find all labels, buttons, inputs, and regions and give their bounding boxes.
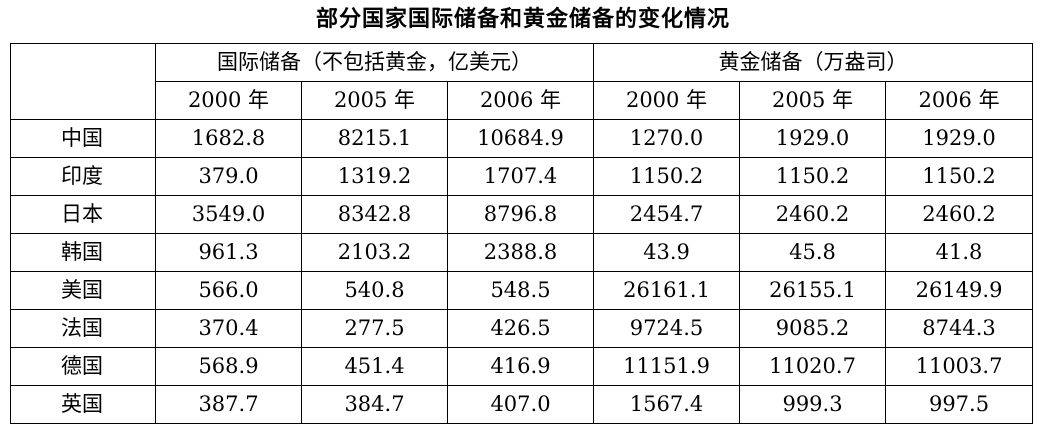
corner-cell	[10, 43, 156, 120]
value-cell: 1319.2	[301, 157, 448, 196]
value-cell: 1150.2	[739, 157, 887, 196]
table-row: 法国 370.4 277.5 426.5 9724.5 9085.2 8744.3	[10, 309, 1034, 348]
value-cell: 8215.1	[301, 119, 448, 158]
value-cell: 2460.2	[739, 195, 887, 234]
year-header: 2005 年	[739, 81, 887, 120]
value-cell: 1682.8	[155, 119, 302, 158]
value-cell: 9724.5	[593, 309, 741, 348]
value-cell: 1707.4	[446, 157, 595, 196]
year-header: 2005 年	[301, 81, 448, 120]
value-cell: 999.3	[739, 385, 887, 424]
year-header: 2006 年	[885, 81, 1034, 120]
value-cell: 8744.3	[885, 309, 1034, 348]
table-row: 美国 566.0 540.8 548.5 26161.1 26155.1 26149.9	[10, 271, 1034, 310]
table-row: 英国 387.7 384.7 407.0 1567.4 999.3 997.5	[10, 385, 1034, 424]
value-cell: 548.5	[446, 271, 595, 310]
country-cell: 德国	[10, 347, 156, 386]
country-cell: 美国	[10, 271, 156, 310]
table-row: 德国 568.9 451.4 416.9 11151.9 11020.7 11003.7	[10, 347, 1034, 386]
country-cell: 英国	[10, 385, 156, 424]
group-header-row: 国际储备（不包括黄金，亿美元） 黄金储备（万盎司）	[10, 43, 1034, 120]
value-cell: 961.3	[155, 233, 302, 272]
table-row: 韩国 961.3 2103.2 2388.8 43.9 45.8 41.8	[10, 233, 1034, 272]
value-cell: 1929.0	[885, 119, 1034, 158]
value-cell: 8342.8	[301, 195, 448, 234]
value-cell: 1567.4	[593, 385, 741, 424]
value-cell: 1150.2	[885, 157, 1034, 196]
table-row: 中国 1682.8 8215.1 10684.9 1270.0 1929.0 1929.0	[10, 119, 1034, 158]
value-cell: 11020.7	[739, 347, 887, 386]
country-cell: 法国	[10, 309, 156, 348]
value-cell: 1929.0	[739, 119, 887, 158]
value-cell: 540.8	[301, 271, 448, 310]
value-cell: 387.7	[155, 385, 302, 424]
value-cell: 11151.9	[593, 347, 741, 386]
value-cell: 426.5	[446, 309, 595, 348]
value-cell: 1270.0	[593, 119, 741, 158]
value-cell: 2460.2	[885, 195, 1034, 234]
value-cell: 26149.9	[885, 271, 1034, 310]
country-cell: 日本	[10, 195, 156, 234]
value-cell: 384.7	[301, 385, 448, 424]
value-cell: 568.9	[155, 347, 302, 386]
value-cell: 9085.2	[739, 309, 887, 348]
gold-group-header: 黄金储备（万盎司）	[593, 43, 1034, 82]
value-cell: 1150.2	[593, 157, 741, 196]
value-cell: 3549.0	[155, 195, 302, 234]
value-cell: 45.8	[739, 233, 887, 272]
year-header: 2000 年	[593, 81, 741, 120]
year-header: 2006 年	[446, 81, 595, 120]
table-title: 部分国家国际储备和黄金储备的变化情况	[315, 7, 730, 32]
value-cell: 370.4	[155, 309, 302, 348]
year-header: 2000 年	[155, 81, 302, 120]
value-cell: 26161.1	[593, 271, 741, 310]
value-cell: 277.5	[301, 309, 448, 348]
value-cell: 8796.8	[446, 195, 595, 234]
country-cell: 印度	[10, 157, 156, 196]
reserves-table: 国际储备（不包括黄金，亿美元） 黄金储备（万盎司） 2000 年 2005 年 …	[10, 43, 1034, 424]
value-cell: 43.9	[593, 233, 741, 272]
value-cell: 416.9	[446, 347, 595, 386]
value-cell: 2103.2	[301, 233, 448, 272]
value-cell: 566.0	[155, 271, 302, 310]
value-cell: 11003.7	[885, 347, 1034, 386]
value-cell: 451.4	[301, 347, 448, 386]
value-cell: 26155.1	[739, 271, 887, 310]
value-cell: 407.0	[446, 385, 595, 424]
value-cell: 997.5	[885, 385, 1034, 424]
value-cell: 379.0	[155, 157, 302, 196]
country-cell: 中国	[10, 119, 156, 158]
value-cell: 10684.9	[446, 119, 595, 158]
table-body: 中国 1682.8 8215.1 10684.9 1270.0 1929.0 1929.0 印…	[10, 119, 1034, 424]
value-cell: 41.8	[885, 233, 1034, 272]
year-header-row: 2000 年 2005 年 2006 年 2000 年 2005 年 2006 …	[11, 81, 1034, 120]
table-row: 印度 379.0 1319.2 1707.4 1150.2 1150.2 1150.2	[10, 157, 1034, 196]
reserves-group-header: 国际储备（不包括黄金，亿美元）	[154, 43, 595, 82]
table-row: 日本 3549.0 8342.8 8796.8 2454.7 2460.2 2460.2	[10, 195, 1034, 234]
country-cell: 韩国	[10, 233, 156, 272]
value-cell: 2388.8	[446, 233, 595, 272]
value-cell: 2454.7	[593, 195, 741, 234]
